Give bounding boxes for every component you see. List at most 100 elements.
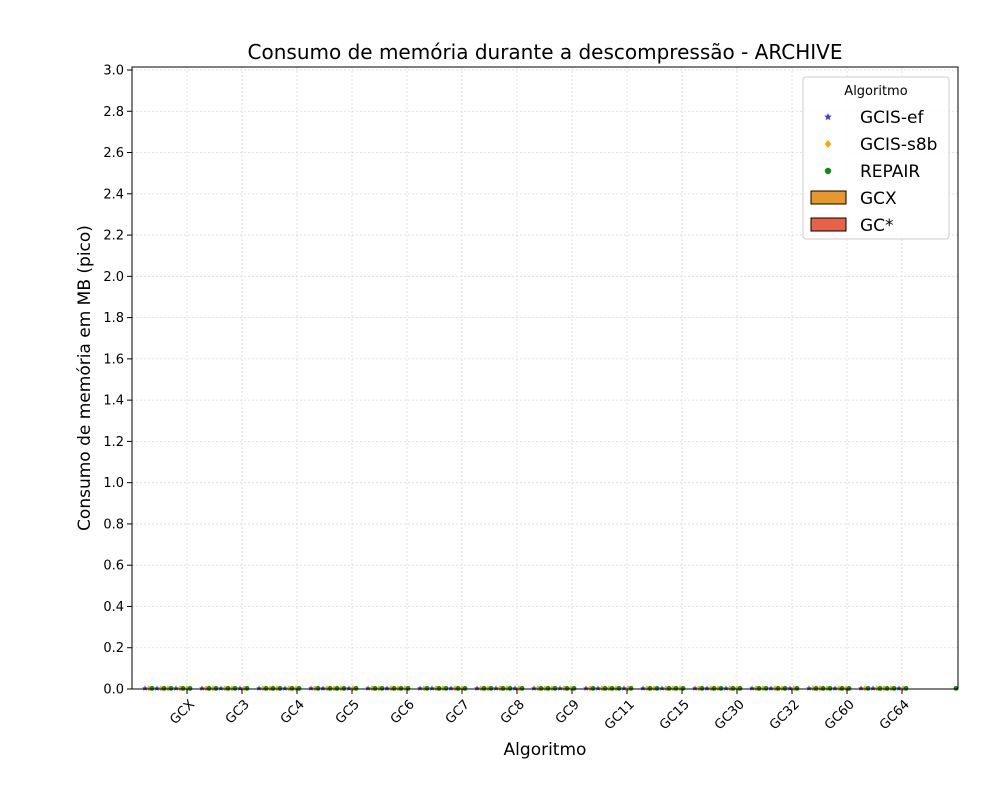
data-point-gcis-s8b (421, 685, 427, 692)
y-tick-label: 2.0 (103, 270, 124, 285)
data-point-repair (616, 685, 622, 691)
data-points (142, 685, 959, 692)
data-point-repair (507, 685, 513, 691)
data-point-repair (552, 685, 558, 691)
data-point-repair (436, 685, 442, 691)
data-point-gcis-s8b (459, 685, 465, 692)
x-tick-label: GC60 (822, 697, 858, 733)
x-tick-label: GC64 (877, 697, 913, 733)
data-point-repair (666, 685, 672, 691)
data-point-repair (953, 685, 959, 691)
y-tick-label: 1.4 (103, 394, 124, 409)
data-point-repair (277, 685, 283, 691)
y-tick-label: 0.8 (103, 517, 124, 532)
legend-label-gcx: GCX (860, 189, 897, 209)
x-tick-label: GC15 (657, 697, 693, 733)
data-point-repair (327, 685, 333, 691)
y-tick-label: 1.6 (103, 352, 124, 367)
data-point-repair (180, 685, 186, 691)
data-point-repair (564, 685, 570, 691)
data-point-repair (877, 685, 883, 691)
data-point-gcis-s8b (331, 685, 337, 692)
y-tick-label: 1.2 (103, 435, 124, 450)
legend-marker-gcis-s8b (824, 140, 832, 148)
x-tick-label: GC9 (553, 697, 583, 727)
legend-box (802, 76, 950, 240)
data-point-repair (775, 685, 781, 691)
data-point-gcis-s8b (440, 685, 446, 692)
y-axis: 0.0 0.2 0.4 0.6 0.8 1.0 1.2 1.4 1.6 1.8 2.0 2.2 2.4 2… (103, 64, 132, 698)
data-point-repair (168, 685, 174, 691)
data-point-gcis-s8b (369, 685, 375, 692)
data-point-repair (187, 685, 193, 691)
data-point-gcis-s8b (504, 685, 510, 692)
data-point-gcis-s8b (402, 685, 408, 692)
data-point-gcis-s8b (324, 685, 330, 692)
data-point-repair (391, 685, 397, 691)
data-point-repair (270, 685, 276, 691)
data-point-gcis-s8b (338, 685, 344, 692)
data-point-repair (813, 685, 819, 691)
data-point-repair (571, 685, 577, 691)
data-point-gcis-s8b (312, 685, 318, 692)
x-tick-label: GC5 (333, 697, 363, 727)
data-point-gcis-s8b (260, 685, 266, 692)
legend-label-gcis-ef: GCIS-ef (860, 108, 924, 128)
data-point-repair (372, 685, 378, 691)
data-point-repair (538, 685, 544, 691)
data-point-repair (341, 685, 347, 691)
legend-swatch-gcx (810, 190, 847, 205)
data-point-repair (827, 685, 833, 691)
data-point-repair (839, 685, 845, 691)
data-point-gcis-s8b (433, 685, 439, 692)
data-point-repair (443, 685, 449, 691)
data-point-repair (315, 685, 321, 691)
y-tick-label: 0.4 (103, 600, 124, 615)
data-point-gcis-s8b (485, 685, 491, 692)
legend-label-gc-: GC* (860, 216, 894, 236)
y-tick-label: 3.0 (103, 64, 124, 79)
data-point-repair (500, 685, 506, 691)
data-point-repair (398, 685, 404, 691)
data-point-gcis-s8b (350, 685, 356, 692)
data-point-repair (232, 685, 238, 691)
y-tick-label: 2.4 (103, 187, 124, 202)
data-point-repair (519, 685, 525, 691)
y-tick-label: 2.2 (103, 229, 124, 244)
data-point-repair (737, 685, 743, 691)
data-point-repair (718, 685, 724, 691)
x-axis-title: Algoritmo (504, 740, 587, 760)
data-point-repair (680, 685, 686, 691)
data-point-repair (455, 685, 461, 691)
data-point-repair (903, 685, 909, 691)
data-point-repair (794, 685, 800, 691)
y-axis-title: Consumo de memória em MB (pico) (75, 225, 95, 531)
data-point-gcis-s8b (376, 685, 382, 692)
data-point-repair (296, 685, 302, 691)
data-point-gcis-s8b (293, 685, 299, 692)
plot-area (131, 66, 959, 690)
data-point-repair (590, 685, 596, 691)
data-point-repair (405, 685, 411, 691)
legend: Algoritmo GCIS-ef GCIS-s8b REPAIR GCX GC* (802, 76, 950, 240)
y-tick-label: 2.6 (103, 146, 124, 161)
data-point-repair (711, 685, 717, 691)
legend-swatch-gc- (810, 217, 847, 232)
data-point-repair (353, 685, 359, 691)
data-point-repair (602, 685, 608, 691)
y-tick-label: 1.8 (103, 311, 124, 326)
data-point-gcis-s8b (478, 685, 484, 692)
data-point-repair (379, 685, 385, 691)
x-tick-label: GC3 (223, 697, 253, 727)
data-point-repair (161, 685, 167, 691)
data-point-repair (647, 685, 653, 691)
data-point-repair (730, 685, 736, 691)
x-tick-label: GC8 (498, 697, 528, 727)
data-point-repair (481, 685, 487, 691)
legend-marker-gcis-ef (824, 113, 832, 121)
y-tick-label: 0.6 (103, 559, 124, 574)
data-point-repair (884, 685, 890, 691)
legend-title: Algoritmo (844, 84, 907, 99)
x-tick-label: GC7 (443, 697, 473, 727)
x-tick-label: GC11 (602, 697, 638, 733)
